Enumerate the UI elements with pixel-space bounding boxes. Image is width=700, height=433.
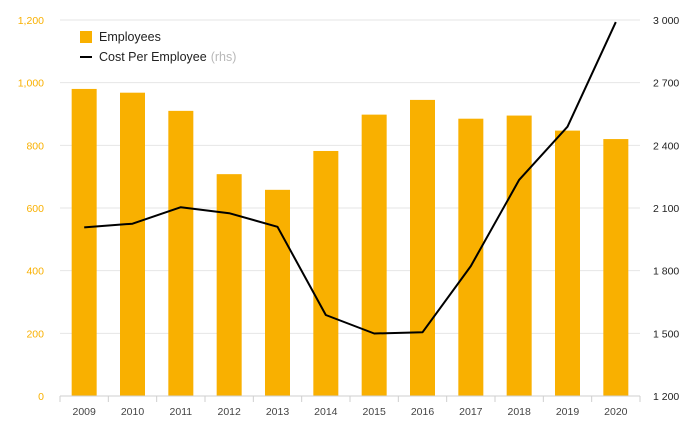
x-tick-label: 2017	[459, 406, 483, 418]
right-y-tick-label: 2 100	[653, 203, 679, 215]
right-y-tick-label: 1 800	[653, 266, 679, 278]
left-y-tick-label: 1,200	[18, 15, 44, 27]
bar-employees	[361, 114, 387, 397]
gridlines	[60, 19, 640, 334]
legend: Employees Cost Per Employee (rhs)	[80, 27, 236, 67]
right-y-tick-label: 2 700	[653, 78, 679, 90]
x-tick-label: 2015	[362, 406, 386, 418]
left-y-tick-label: 200	[26, 328, 44, 340]
legend-item-cost-per-employee: Cost Per Employee (rhs)	[80, 47, 236, 67]
bar-employees	[265, 189, 290, 396]
bar-employees	[71, 88, 97, 396]
x-tick-label: 2018	[507, 406, 531, 418]
x-axis: 2009 2010 2011 2012 2013 2014 2015 2016 2017 2018…	[59, 395, 641, 418]
x-tick-label: 2020	[604, 406, 628, 418]
bar-employees	[555, 130, 580, 396]
right-y-tick-label: 1 500	[653, 328, 679, 340]
cost-per-employee-line	[84, 21, 617, 335]
legend-item-employees: Employees	[80, 27, 236, 47]
employees-bars	[71, 88, 629, 397]
left-y-axis: 0 200 400 600 800 1,000 1,200	[18, 15, 44, 403]
line-cost-per-employee	[84, 21, 617, 335]
left-y-tick-label: 600	[26, 203, 44, 215]
legend-rhs-note: (rhs)	[210, 50, 237, 64]
x-tick-label: 2009	[72, 406, 96, 418]
left-y-tick-label: 1,000	[18, 78, 44, 90]
left-y-tick-label: 0	[38, 391, 44, 403]
bar-employees	[506, 115, 532, 397]
legend-swatch-line	[80, 56, 92, 58]
left-y-tick-label: 400	[26, 266, 44, 278]
bar-employees	[313, 150, 339, 396]
x-tick-label: 2019	[556, 406, 580, 418]
bar-employees	[168, 110, 194, 396]
legend-label-cost-per-employee: Cost Per Employee	[99, 50, 207, 64]
left-y-tick-label: 800	[26, 140, 44, 152]
right-y-tick-label: 1 200	[653, 391, 679, 403]
right-y-axis: 1 200 1 500 1 800 2 100 2 400 2 700 3 000	[653, 15, 679, 403]
x-tick-label: 2010	[121, 406, 145, 418]
x-tick-label: 2011	[170, 406, 193, 418]
bar-employees	[410, 99, 435, 397]
bar-employees	[458, 118, 484, 396]
bar-employees	[120, 92, 145, 397]
x-tick-label: 2014	[314, 406, 338, 418]
bar-employees	[216, 174, 242, 396]
legend-swatch-bar	[80, 31, 92, 43]
x-tick-label: 2013	[266, 406, 290, 418]
bar-employees	[603, 139, 629, 397]
legend-label-employees: Employees	[99, 30, 161, 44]
x-tick-label: 2016	[411, 406, 435, 418]
right-y-tick-label: 3 000	[653, 15, 679, 27]
right-y-tick-label: 2 400	[653, 140, 679, 152]
x-tick-label: 2012	[217, 406, 241, 418]
